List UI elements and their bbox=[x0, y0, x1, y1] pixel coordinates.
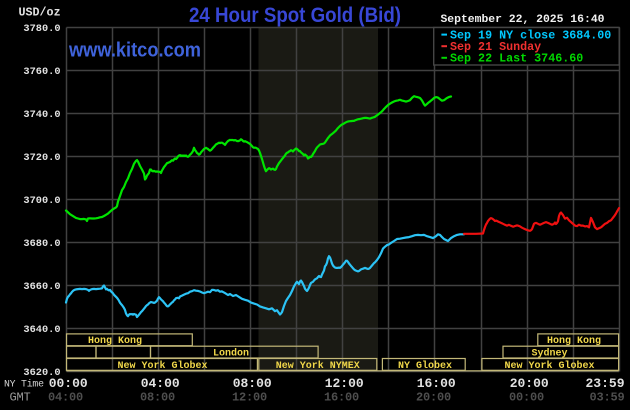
svg-text:New York Globex: New York Globex bbox=[117, 360, 207, 372]
svg-text:NY Globex: NY Globex bbox=[398, 360, 452, 372]
svg-text:23:59: 23:59 bbox=[585, 376, 624, 391]
svg-text:20:00: 20:00 bbox=[510, 376, 549, 391]
svg-text:03:59: 03:59 bbox=[589, 391, 624, 405]
svg-text:New York NYMEX: New York NYMEX bbox=[276, 360, 360, 372]
svg-text:Sep 19 NY close 3684.00: Sep 19 NY close 3684.00 bbox=[450, 28, 611, 42]
svg-text:Sydney: Sydney bbox=[531, 348, 567, 360]
svg-text:September 22, 2025 16:40: September 22, 2025 16:40 bbox=[440, 14, 604, 26]
svg-text:04:00: 04:00 bbox=[141, 376, 180, 391]
svg-text:GMT: GMT bbox=[10, 391, 31, 405]
svg-text:12:00: 12:00 bbox=[232, 391, 267, 405]
svg-text:08:00: 08:00 bbox=[140, 391, 175, 405]
svg-text:24 Hour Spot Gold (Bid): 24 Hour Spot Gold (Bid) bbox=[189, 3, 401, 27]
svg-text:London: London bbox=[213, 348, 249, 360]
svg-text:Hong Kong: Hong Kong bbox=[547, 336, 601, 347]
svg-text:www.kitco.com: www.kitco.com bbox=[68, 38, 201, 61]
svg-text:16:00: 16:00 bbox=[417, 376, 456, 391]
svg-text:12:00: 12:00 bbox=[325, 376, 364, 391]
svg-text:Hong Kong: Hong Kong bbox=[88, 336, 142, 347]
svg-text:00:00: 00:00 bbox=[49, 376, 88, 391]
svg-text:00:00: 00:00 bbox=[509, 391, 544, 405]
svg-text:NY Time: NY Time bbox=[4, 379, 44, 390]
svg-text:Sep 22 Last 3746.60: Sep 22 Last 3746.60 bbox=[450, 52, 583, 66]
svg-text:Sep 21 Sunday: Sep 21 Sunday bbox=[450, 40, 541, 54]
svg-text:3780.0: 3780.0 bbox=[23, 23, 60, 35]
svg-text:3760.0: 3760.0 bbox=[23, 66, 60, 78]
svg-text:3700.0: 3700.0 bbox=[23, 195, 60, 207]
svg-text:3740.0: 3740.0 bbox=[23, 109, 60, 121]
svg-text:3680.0: 3680.0 bbox=[23, 238, 60, 250]
svg-text:20:00: 20:00 bbox=[416, 391, 451, 405]
svg-text:3720.0: 3720.0 bbox=[23, 152, 60, 164]
svg-text:USD/oz: USD/oz bbox=[19, 6, 61, 20]
svg-text:08:00: 08:00 bbox=[233, 376, 272, 391]
svg-text:3660.0: 3660.0 bbox=[23, 281, 60, 293]
svg-text:16:00: 16:00 bbox=[324, 391, 359, 405]
svg-text:3640.0: 3640.0 bbox=[23, 324, 60, 336]
svg-text:New York Globex: New York Globex bbox=[504, 360, 594, 372]
svg-text:04:00: 04:00 bbox=[48, 391, 83, 405]
svg-text:3620.0: 3620.0 bbox=[23, 367, 60, 379]
